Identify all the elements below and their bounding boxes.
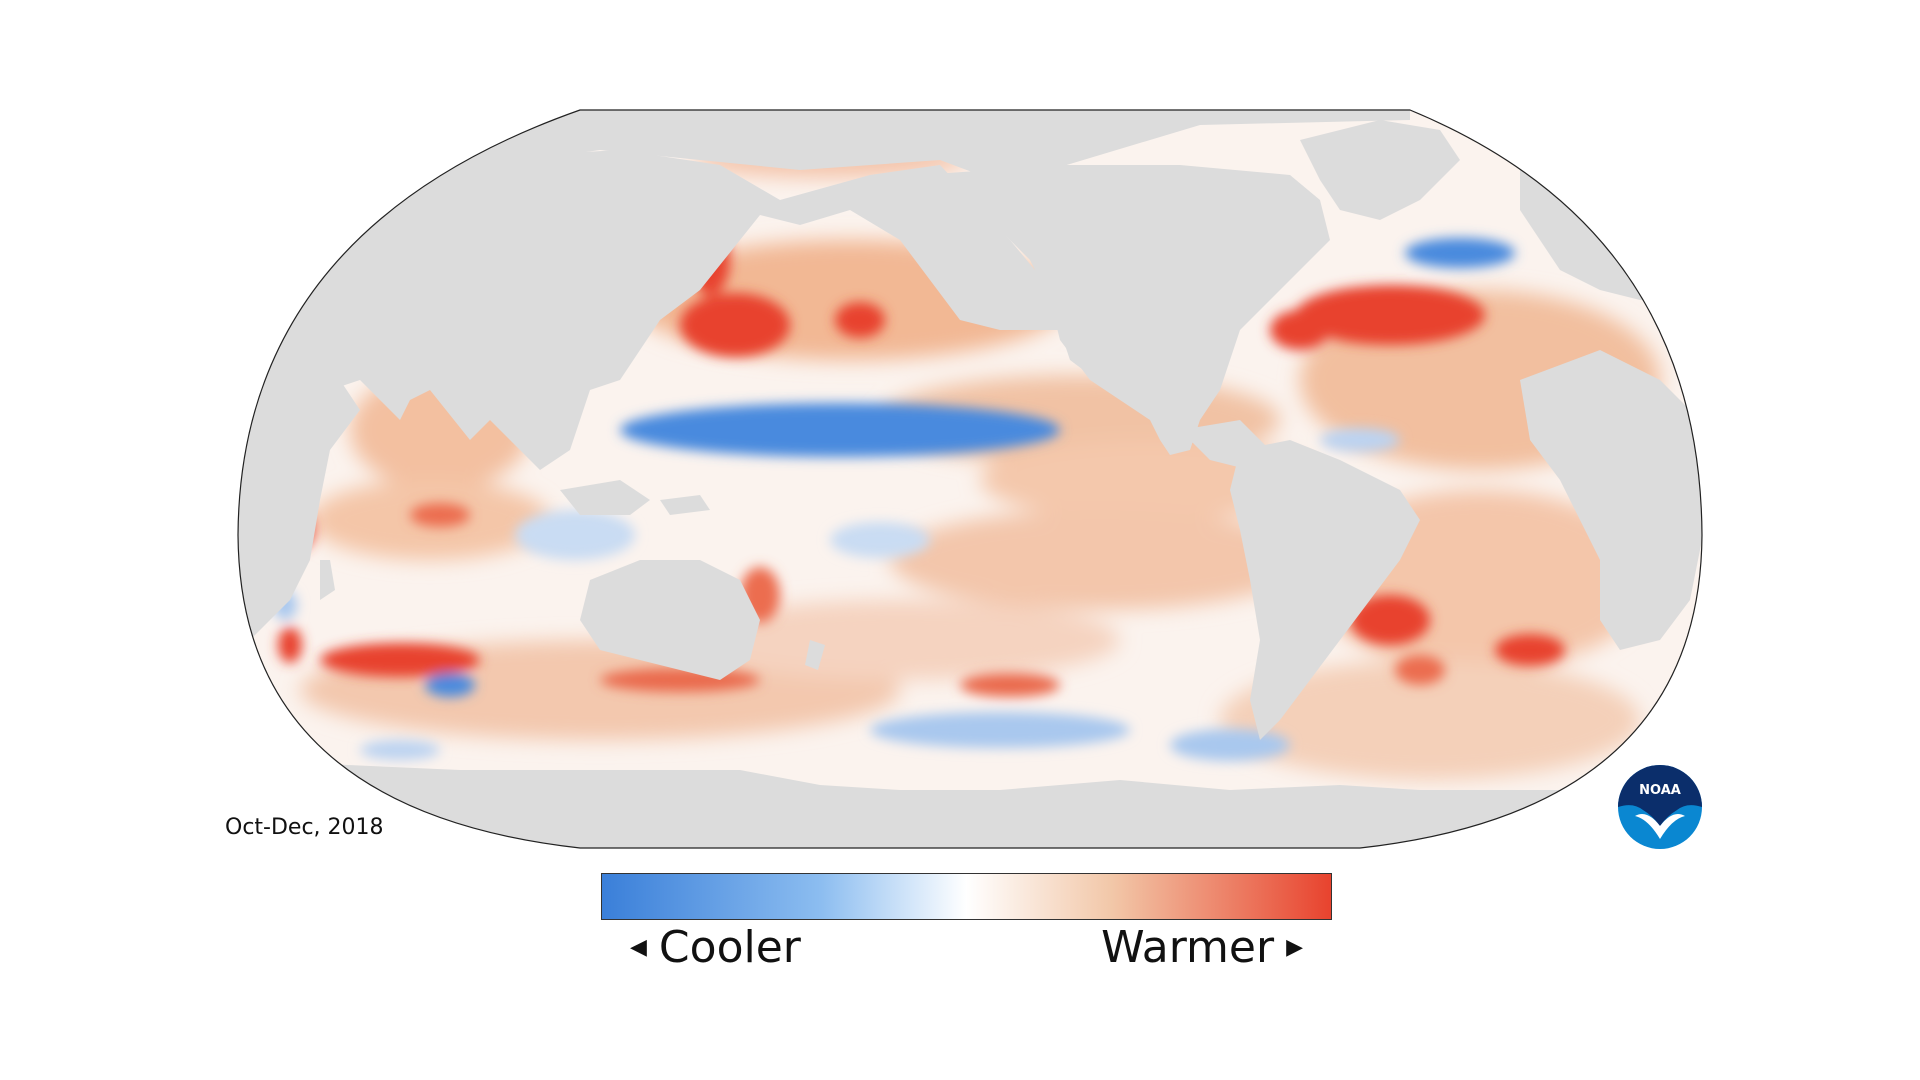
- south-america-land: [1230, 440, 1420, 740]
- australia-land: [580, 560, 760, 680]
- triangle-right-icon: ▶: [1286, 934, 1303, 960]
- map-outline: [237, 109, 1703, 849]
- cooler-label-group: ◀ Cooler: [618, 922, 801, 973]
- greenland-land: [1300, 120, 1460, 220]
- north-america-land: [920, 165, 1330, 455]
- noaa-logo-icon: NOAA: [1618, 765, 1702, 849]
- strong-anomaly-layer: [273, 225, 1565, 761]
- africa-land: [238, 380, 360, 640]
- noaa-logo-text: NOAA: [1639, 783, 1681, 798]
- period-label: Oct-Dec, 2018: [225, 815, 384, 840]
- antarctica-land: [238, 760, 1702, 848]
- cooler-label: Cooler: [658, 922, 801, 973]
- africa-east-land: [1520, 350, 1702, 650]
- triangle-left-icon: ◀: [630, 934, 647, 960]
- eurasia-land: [238, 150, 1150, 535]
- arctic-land: [430, 110, 1410, 175]
- land-masses: [238, 110, 1702, 848]
- warmer-label: Warmer: [1101, 922, 1275, 973]
- warmer-label-group: Warmer ▶: [1101, 922, 1315, 973]
- color-scale-bar: [601, 873, 1332, 920]
- sst-anomaly-layer: [300, 142, 1660, 780]
